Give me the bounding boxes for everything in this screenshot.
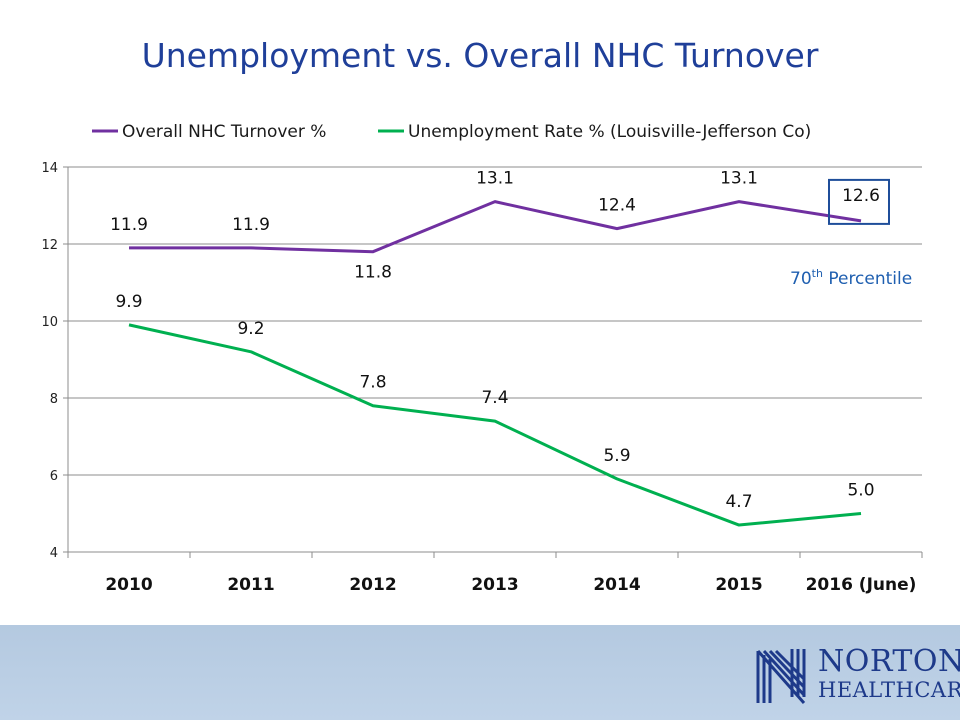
series-line-0 [129,200,862,254]
percentile-annotation: 70th Percentile [790,267,912,289]
data-label-0-0: 11.9 [110,215,148,235]
chart-series [128,200,862,527]
xtick-label-5: 2015 [715,575,762,595]
data-label-0-6: 12.6 [842,186,880,206]
data-label-0-4: 12.4 [598,196,636,216]
ytick-label-12: 12 [41,238,58,253]
chart-data-labels: 11.9 11.9 11.8 13.1 12.4 13.1 12.6 9.9 9.2 7.8 7.4… [110,169,890,512]
logo-wordmark-healthcare: HEALTHCARE [818,678,960,702]
ytick-label-4: 4 [50,546,58,561]
data-label-1-6: 5.0 [847,481,874,501]
logo-wordmark-norton: NORTON [818,644,960,679]
ytick-label-8: 8 [50,392,58,407]
ytick-label-14: 14 [41,161,58,176]
data-label-1-3: 7.4 [481,388,508,408]
xtick-label-6: 2016 (June) [806,575,917,595]
data-label-0-2: 11.8 [354,263,392,283]
xtick-label-1: 2011 [227,575,274,595]
series-line-1 [128,323,862,527]
ytick-label-6: 6 [50,469,58,484]
norton-healthcare-logo: NORTON HEALTHCARE [752,645,960,707]
data-label-1-5: 4.7 [725,492,752,512]
data-label-0-1: 11.9 [232,215,270,235]
data-label-1-2: 7.8 [359,373,386,393]
data-label-1-0: 9.9 [115,292,142,312]
data-label-1-1: 9.2 [237,319,264,339]
data-label-1-4: 5.9 [603,446,630,466]
footer-band [0,625,960,720]
xtick-label-0: 2010 [105,575,152,595]
chart-axes: 4 6 8 10 12 14 2010 2011 2012 2013 2014 2015 2016 (J… [41,161,923,595]
slide-title: Unemployment vs. Overall NHC Turnover [141,36,819,75]
xtick-label-3: 2013 [471,575,518,595]
data-label-0-5: 13.1 [720,169,758,189]
legend-label-1: Unemployment Rate % (Louisville-Jefferso… [408,122,811,142]
line-chart: Overall NHC Turnover % Unemployment Rate … [41,122,923,595]
ytick-label-10: 10 [41,315,58,330]
xtick-label-2: 2012 [349,575,396,595]
data-label-0-3: 13.1 [476,169,514,189]
chart-gridlines [68,166,922,476]
legend-label-0: Overall NHC Turnover % [122,122,326,142]
norton-n-logo-icon [756,649,806,704]
xtick-label-4: 2014 [593,575,640,595]
chart-legend: Overall NHC Turnover % Unemployment Rate … [92,122,811,142]
highlight-box [828,178,890,225]
